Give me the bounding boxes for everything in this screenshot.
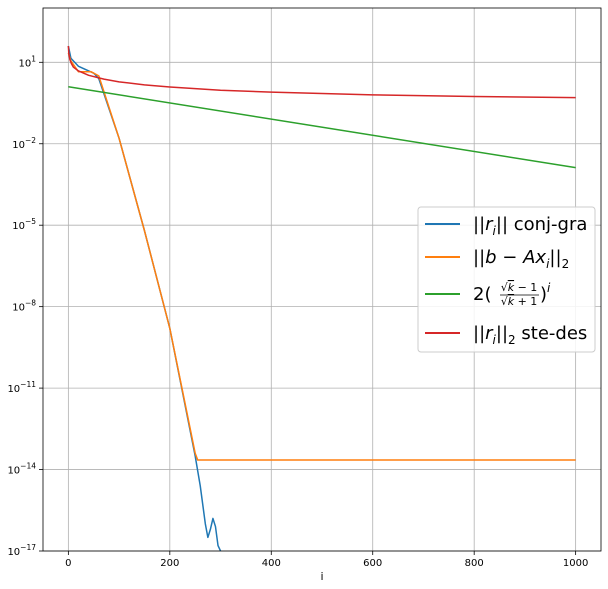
y-tick-label: 10−11	[7, 380, 36, 395]
svg-text:2(: 2(	[473, 284, 491, 305]
legend-label-conj-gra: ||ri|| conj-gra	[473, 214, 587, 238]
svg-text:√k − 1: √k − 1	[501, 281, 538, 294]
x-tick-label: 600	[363, 558, 382, 569]
x-tick-label: 200	[160, 558, 179, 569]
legend-label-residual: ||b − Axi||2	[473, 247, 569, 271]
y-tick-label: 10−5	[12, 217, 36, 232]
y-tick-label: 101	[18, 54, 36, 69]
x-tick-label: 0	[65, 558, 71, 569]
legend-label-bound: 2( √k − 1 √k + 1 )i	[473, 281, 551, 308]
y-axis: 101 10−2 10−5 10−8 10−11 10−14 10−17	[7, 54, 43, 558]
series-line-bound	[68, 85, 576, 169]
x-axis-label: i	[320, 570, 323, 583]
svg-text:√k + 1: √k + 1	[501, 295, 538, 308]
series-layer	[67, 45, 576, 551]
series-line-conj-gra	[67, 45, 222, 551]
y-tick-label: 10−17	[7, 543, 36, 558]
y-tick-label: 10−2	[12, 136, 36, 151]
x-axis: 0 200 400 600 800 1000	[65, 551, 588, 569]
legend: ||ri|| conj-gra ||b − Axi||2 2( √k − 1 √…	[417, 206, 596, 353]
y-tick-label: 10−14	[7, 462, 36, 477]
series-line-ste-des	[67, 45, 576, 99]
svg-text:)i: )i	[540, 281, 551, 305]
x-tick-label: 1000	[563, 558, 588, 569]
x-tick-label: 800	[465, 558, 484, 569]
x-tick-label: 400	[262, 558, 281, 569]
legend-box	[417, 206, 596, 353]
legend-label-ste-des: ||ri||2 ste-des	[473, 323, 587, 347]
plot-frame	[42, 7, 602, 552]
y-tick-label: 10−8	[12, 299, 36, 314]
